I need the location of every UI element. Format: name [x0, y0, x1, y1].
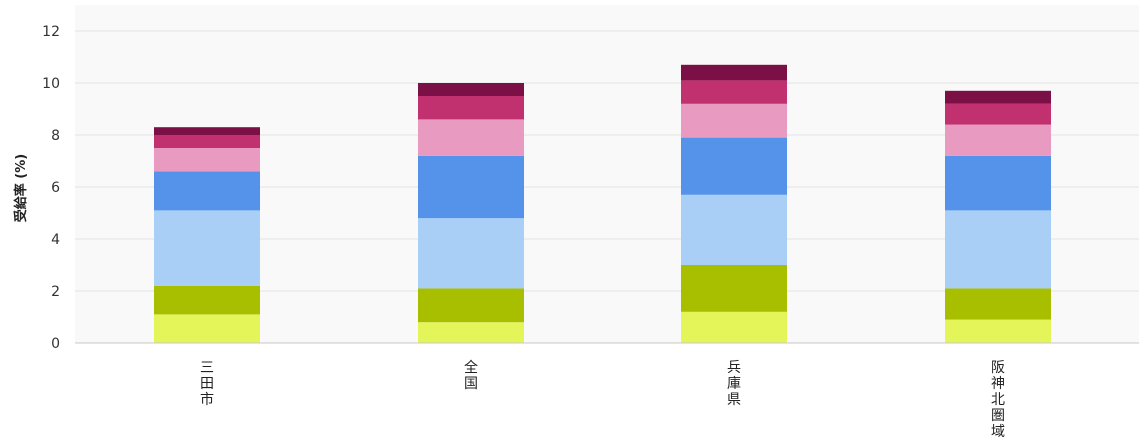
- x-category-label: 三田市: [200, 360, 214, 408]
- bar-segment: [154, 127, 260, 135]
- y-tick-label: 10: [42, 76, 60, 92]
- bar-segment: [154, 135, 260, 148]
- bar-segment: [418, 83, 524, 96]
- x-category-label: 阪神北圏域: [991, 360, 1005, 439]
- bar-segment: [154, 148, 260, 172]
- bars-layer: [154, 64, 1051, 343]
- bar-segment: [945, 288, 1051, 320]
- bar-segment: [154, 314, 260, 343]
- bar-segment: [154, 285, 260, 315]
- bar-segment: [681, 64, 787, 81]
- bar-segment: [418, 288, 524, 323]
- bar-segment: [418, 218, 524, 289]
- bar-segment: [681, 194, 787, 265]
- bar-segment: [945, 90, 1051, 104]
- y-tick-label: 0: [51, 336, 60, 352]
- bar-segment: [681, 80, 787, 104]
- bar-segment: [945, 319, 1051, 343]
- bar-segment: [154, 171, 260, 211]
- bar-segment: [945, 210, 1051, 289]
- bar-segment: [681, 311, 787, 343]
- x-category-label: 全国: [464, 359, 478, 392]
- bar-segment: [945, 124, 1051, 156]
- y-tick-label: 8: [51, 128, 60, 144]
- x-category-label: 兵庫県: [727, 360, 741, 408]
- y-tick-label: 6: [51, 180, 60, 196]
- x-category-labels: 三田市 全国 兵庫県 阪神北圏域: [200, 359, 1005, 440]
- y-tick-label: 2: [51, 284, 60, 300]
- y-axis-label: 受給率 (%): [13, 154, 29, 222]
- y-tick-label: 4: [51, 232, 60, 248]
- bar-segment: [681, 265, 787, 312]
- bar-segment: [945, 155, 1051, 211]
- bar-segment: [154, 210, 260, 286]
- bar-segment: [418, 96, 524, 120]
- bar-segment: [418, 322, 524, 343]
- bar-segment: [945, 103, 1051, 125]
- bar-segment: [681, 103, 787, 138]
- y-tick-label: 12: [42, 24, 60, 40]
- bar-segment: [418, 119, 524, 156]
- y-tick-labels: 0 2 4 6 8 10 12: [42, 24, 60, 352]
- bar-segment: [418, 155, 524, 219]
- bar-segment: [681, 137, 787, 195]
